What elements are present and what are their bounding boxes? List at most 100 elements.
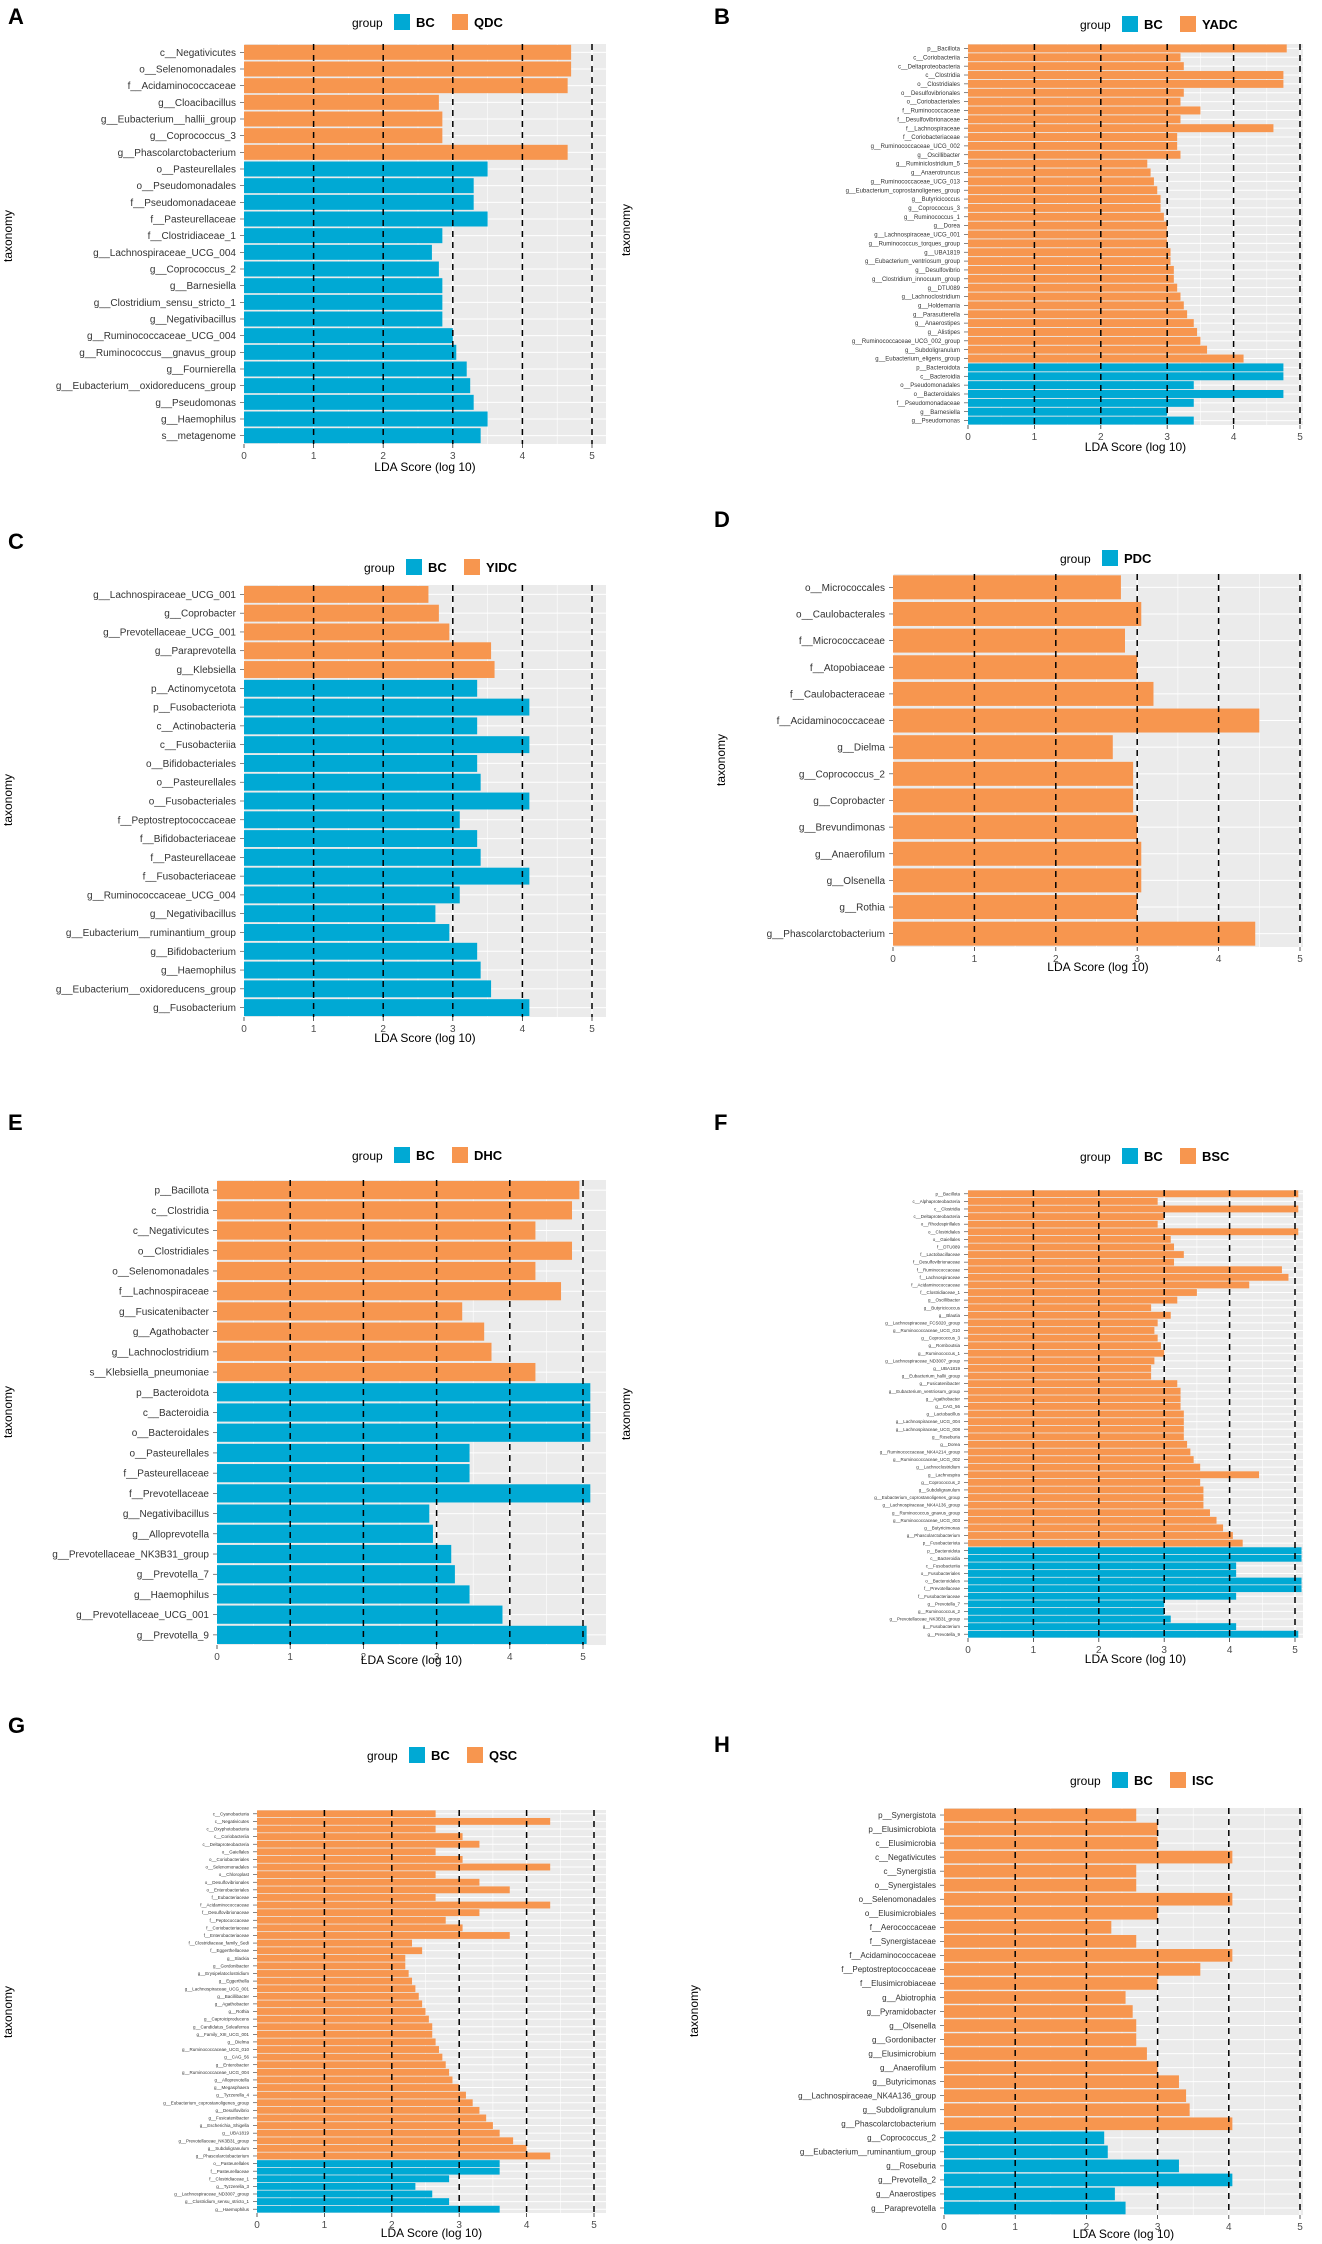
tick-label: g__Megasphaera (214, 2085, 250, 2090)
tick-label: g__Prevotella_2 (878, 2176, 936, 2185)
legend-key (1122, 16, 1138, 32)
x-axis-label: LDA Score (log 10) (374, 460, 475, 474)
tick-label: o__Desulfovibrionales (901, 91, 960, 97)
tick-label: o__Coriobacteriales (907, 100, 960, 106)
bar-f__Fusobacteriaceae (244, 867, 530, 885)
bar-g__Prevotella_7 (217, 1565, 455, 1584)
legend-key (1170, 1772, 1186, 1788)
bar-f__DTU089 (968, 1243, 1175, 1251)
bar-g__Roseburia (968, 1433, 1184, 1441)
tick-label: f__Clostridiaceae_1 (148, 231, 237, 242)
bar-g__Fusicatenibacter (257, 2114, 487, 2122)
bar-g__UBA1819 (968, 1365, 1152, 1372)
tick-label: c__Synergistia (884, 1867, 937, 1876)
bar-c__Deltaproteobacteria (257, 1840, 480, 1848)
tick-label: g__Coprococcus_2 (867, 2134, 936, 2143)
tick-label: o__Bacteroidales (914, 392, 960, 398)
tick-label: g__Subdoligranulum (208, 2146, 250, 2151)
bar-g__Coprobacter (893, 788, 1134, 813)
tick-label: o__Chloroplast (219, 1872, 250, 1877)
x-tick-label: 2 (1053, 954, 1059, 965)
legend-label: BSC (1202, 1149, 1230, 1164)
bar-f__Pseudomonadaceae (968, 398, 1194, 407)
tick-label: g__Negativibacillus (123, 1509, 209, 1520)
tick-label: c__Elusimicrobia (876, 1839, 937, 1848)
tick-label: g__Phascolarctobacterium (118, 148, 236, 159)
tick-label: g__Alloprevotella (214, 2078, 249, 2083)
bar-f__Peptostreptococcaceae (244, 811, 460, 829)
bar-o__Desulfovibrionales (257, 1878, 480, 1886)
tick-label: c__Bacteroidia (143, 1408, 210, 1419)
bar-p__Elusimicrobiota (944, 1822, 1158, 1836)
bar-c__Bacteroidia (968, 1554, 1302, 1562)
legend-key (1180, 1148, 1196, 1164)
tick-label: o__Gaiellales (222, 1849, 250, 1854)
bar-s__metagenome (244, 428, 481, 444)
tick-label: g__Coprobacter (813, 796, 885, 807)
x-tick-label: 4 (1216, 954, 1222, 965)
legend-key (1122, 1148, 1138, 1164)
legend-key (1180, 16, 1196, 32)
bar-c__Clostridia (217, 1201, 573, 1220)
tick-label: g__Holdemania (918, 303, 961, 309)
tick-label: g__CAG_56 (935, 1404, 960, 1409)
tick-label: g__Ruminococcus_2 (918, 1609, 961, 1614)
panel-D: o__Micrococcales o__Caulobacterales f__Mic… (714, 507, 1303, 974)
bar-g__Fusobacterium (968, 1623, 1237, 1631)
x-axis-label: LDA Score (log 10) (1073, 2227, 1174, 2241)
tick-label: c__Actinobacteria (157, 721, 237, 732)
bar-f__Desulfovibrionaceae (257, 1909, 480, 1917)
x-tick-label: 5 (580, 1652, 586, 1663)
x-tick-label: 3 (434, 1652, 440, 1663)
bar-f__Coriobacteriaceae (968, 133, 1178, 142)
tick-label: g__Slackia (227, 1956, 250, 1961)
tick-label: o__Micrococcales (805, 583, 885, 594)
bar-g__Ruminococcaceae_UCG_013 (968, 177, 1154, 186)
legend-label: BC (416, 1148, 435, 1163)
tick-label: f__Peptostreptococcaceae (118, 815, 237, 826)
bar-g__Butyricimonas (944, 2075, 1179, 2088)
bar-f__Pasteurellaceae (257, 2167, 500, 2175)
bar-g__Ruminococcaceae_UCG_010 (257, 2046, 439, 2053)
bar-f__Clostridiaceae_family_Sedi (257, 1939, 413, 1947)
legend-title: group (352, 1149, 383, 1163)
tick-label: g__Prevotellaceae_UCG_001 (76, 1610, 209, 1621)
bar-o__Clostridiales (968, 1228, 1299, 1236)
tick-label: g__Coprococcus_2 (799, 769, 886, 780)
tick-label: g__Paraprevotella (155, 646, 237, 657)
bar-g__Olsenella (893, 868, 1142, 893)
x-tick-label: 0 (214, 1652, 220, 1663)
tick-label: f__Eubacteriaceae (211, 1895, 249, 1900)
tick-label: g__Enterobacter (216, 2062, 250, 2067)
tick-label: o__Bacteroidales (925, 1579, 961, 1584)
y-axis-label: taxonomy (714, 734, 728, 786)
legend-title: group (364, 561, 395, 575)
bar-o__Elusimicrobiales (944, 1906, 1158, 1920)
tick-label: g__Haemophilus (161, 415, 236, 426)
tick-label: c__Fusobacteriia (926, 1563, 961, 1568)
bar-c__Alphaproteobacteria (968, 1197, 1158, 1205)
y-axis-label: taxonomy (619, 204, 633, 256)
bar-o__Enterobacteriales (257, 1886, 510, 1894)
bar-o__Pseudomonadales (968, 381, 1194, 390)
tick-label: g__Lachnospiraceae_NK4A136_group (798, 2092, 936, 2101)
tick-label: g__Anaerofilum (880, 2063, 936, 2072)
bar-f__Desulfovibrionaceae (968, 115, 1181, 124)
tick-label: g__Coprococcus_2 (921, 1480, 960, 1485)
bar-g__Subdoligranulum (944, 2103, 1190, 2117)
bar-o__Micrococcales (893, 575, 1121, 600)
bar-g__Eubacterium__hallii_group (244, 111, 443, 127)
tick-label: o__Selenomonadales (112, 1266, 209, 1277)
bar-g__Ruminococcus_2 (968, 1608, 1165, 1615)
tick-label: o__Pasteurellales (157, 778, 237, 789)
x-tick-label: 2 (389, 2220, 395, 2231)
tick-label: o__Pasteurellales (157, 165, 237, 176)
tick-label: g__Lachnoclostridium (902, 295, 960, 301)
bar-f__Ruminococcaceae (968, 106, 1201, 115)
legend-key (467, 1747, 483, 1763)
bar-f__Elusimicrobiaceae (944, 1977, 1158, 1990)
tick-label: o__Synergistales (875, 1881, 936, 1890)
bar-c__Bacteroidia (217, 1403, 591, 1422)
bar-g__Coprobacter (244, 604, 439, 622)
